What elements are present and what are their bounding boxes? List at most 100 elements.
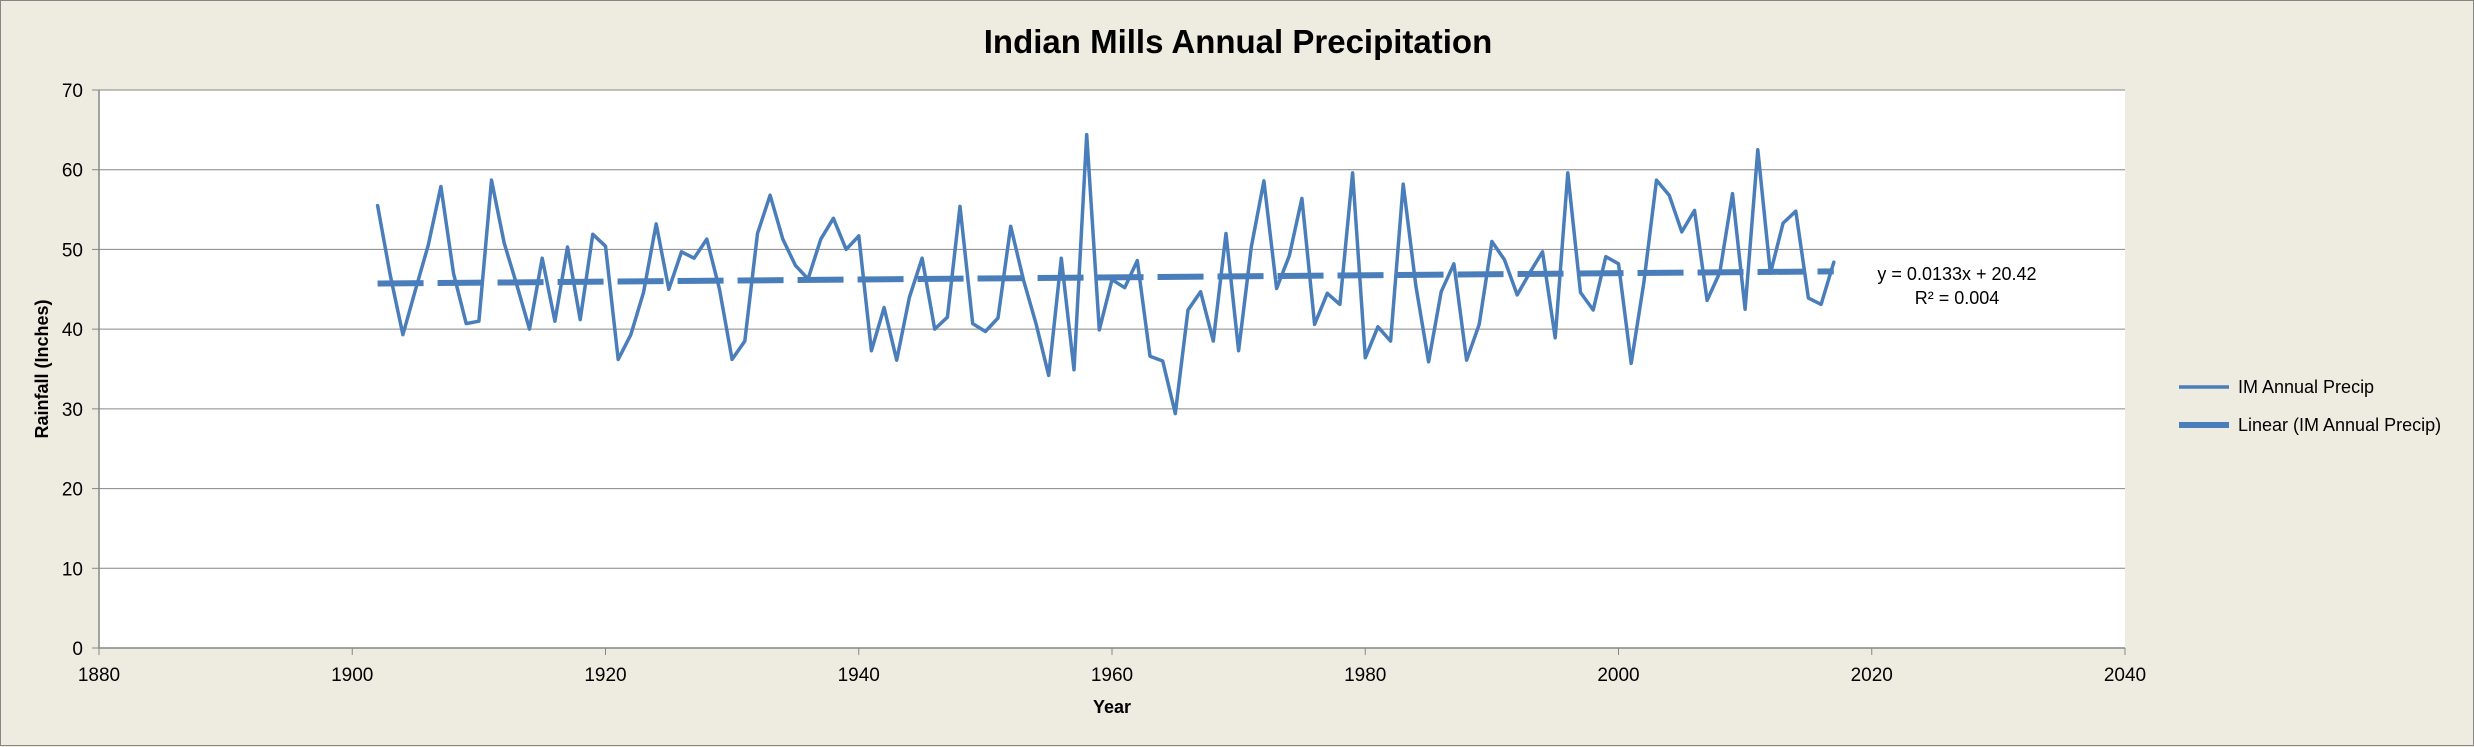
data-point-1943 [895,358,899,362]
data-point-1934 [781,237,785,241]
data-point-1945 [920,256,924,260]
data-point-1903 [388,273,392,277]
data-point-1963 [1148,354,1152,358]
data-point-1908 [452,271,456,275]
data-point-2001 [1629,361,1633,365]
data-point-1965 [1173,412,1177,416]
axes [92,89,2126,655]
data-point-2004 [1667,193,1671,197]
data-point-1964 [1161,359,1165,363]
data-point-1962 [1135,259,1139,263]
data-point-2016 [1819,302,1823,306]
data-point-1990 [1490,239,1494,243]
data-point-1968 [1211,339,1215,343]
data-point-1914 [528,327,532,331]
data-point-1916 [553,319,557,323]
data-point-1926 [679,250,683,254]
data-point-1985 [1427,360,1431,364]
data-point-1902 [376,204,380,208]
trendline-linear [377,268,1834,287]
trendline-r-squared: R² = 0.004 [1915,288,2000,308]
data-point-1991 [1503,258,1507,262]
data-point-1928 [705,237,709,241]
data-point-1957 [1072,368,1076,372]
y-tick-label-10: 10 [62,559,83,580]
data-point-1939 [844,247,848,251]
data-point-1951 [996,316,1000,320]
x-tick-label-2000: 2000 [1597,665,1639,686]
data-point-1988 [1465,358,1469,362]
data-point-2006 [1692,208,1696,212]
data-point-1970 [1237,349,1241,353]
data-point-2005 [1680,230,1684,234]
data-point-1925 [667,287,671,291]
x-tick-label-1940: 1940 [838,665,880,686]
data-point-1948 [958,204,962,208]
data-point-1973 [1275,286,1279,290]
trendline-equation: y = 0.0133x + 20.42 [1877,264,2036,284]
data-point-2011 [1756,148,1760,152]
y-axis-title: Rainfall (Inches) [32,299,52,438]
y-tick-label-60: 60 [62,161,83,182]
data-point-1959 [1097,328,1101,332]
data-point-1982 [1389,339,1393,343]
data-point-2003 [1654,178,1658,182]
data-point-1912 [502,241,506,245]
data-point-2010 [1743,307,1747,311]
data-point-1911 [490,178,494,182]
x-tick-label-1960: 1960 [1091,665,1133,686]
data-point-1955 [1047,373,1051,377]
y-tick-label-50: 50 [62,240,83,261]
data-point-1993 [1528,271,1532,275]
data-point-1949 [971,322,975,326]
data-point-1980 [1363,356,1367,360]
data-point-1989 [1477,322,1481,326]
data-point-1956 [1059,256,1063,260]
legend: IM Annual Precip Linear (IM Annual Preci… [2179,377,2441,435]
data-point-1923 [641,290,645,294]
data-point-1932 [755,231,759,235]
legend-label-linear-trend: Linear (IM Annual Precip) [2238,415,2441,435]
data-point-1909 [464,322,468,326]
data-point-2017 [1832,260,1836,264]
data-point-1931 [743,339,747,343]
data-point-1972 [1262,179,1266,183]
data-point-1913 [515,283,519,287]
data-point-1978 [1338,302,1342,306]
data-point-1998 [1591,308,1595,312]
data-point-2009 [1730,192,1734,196]
data-point-1977 [1325,291,1329,295]
data-point-1967 [1199,290,1203,294]
data-point-1918 [578,318,582,322]
data-point-2002 [1642,281,1646,285]
data-point-1974 [1287,254,1291,258]
data-point-1986 [1439,290,1443,294]
data-point-1915 [540,256,544,260]
data-point-1936 [806,277,810,281]
data-point-1983 [1401,182,1405,186]
data-point-2012 [1768,271,1772,275]
data-point-1907 [439,184,443,188]
data-point-1917 [566,245,570,249]
data-point-1905 [414,287,418,291]
x-tick-labels: 1880 1900 1920 1940 1960 1980 2000 2020 2040 [78,665,2146,686]
data-point-1941 [869,349,873,353]
data-point-1958 [1085,133,1089,137]
data-point-1981 [1376,325,1380,329]
data-point-1976 [1313,322,1317,326]
data-point-1919 [591,232,595,236]
y-tick-label-40: 40 [62,320,83,341]
x-tick-label-1980: 1980 [1344,665,1386,686]
data-point-2000 [1617,262,1621,266]
y-tick-label-20: 20 [62,480,83,501]
data-point-1969 [1224,231,1228,235]
series-line-im-annual-precip [375,132,1836,416]
data-point-1922 [629,333,633,337]
data-point-1996 [1566,171,1570,175]
x-tick-label-2040: 2040 [2104,665,2146,686]
gridlines [99,89,2125,569]
data-point-1924 [654,222,658,226]
data-point-1999 [1604,255,1608,259]
data-point-1947 [945,315,949,319]
